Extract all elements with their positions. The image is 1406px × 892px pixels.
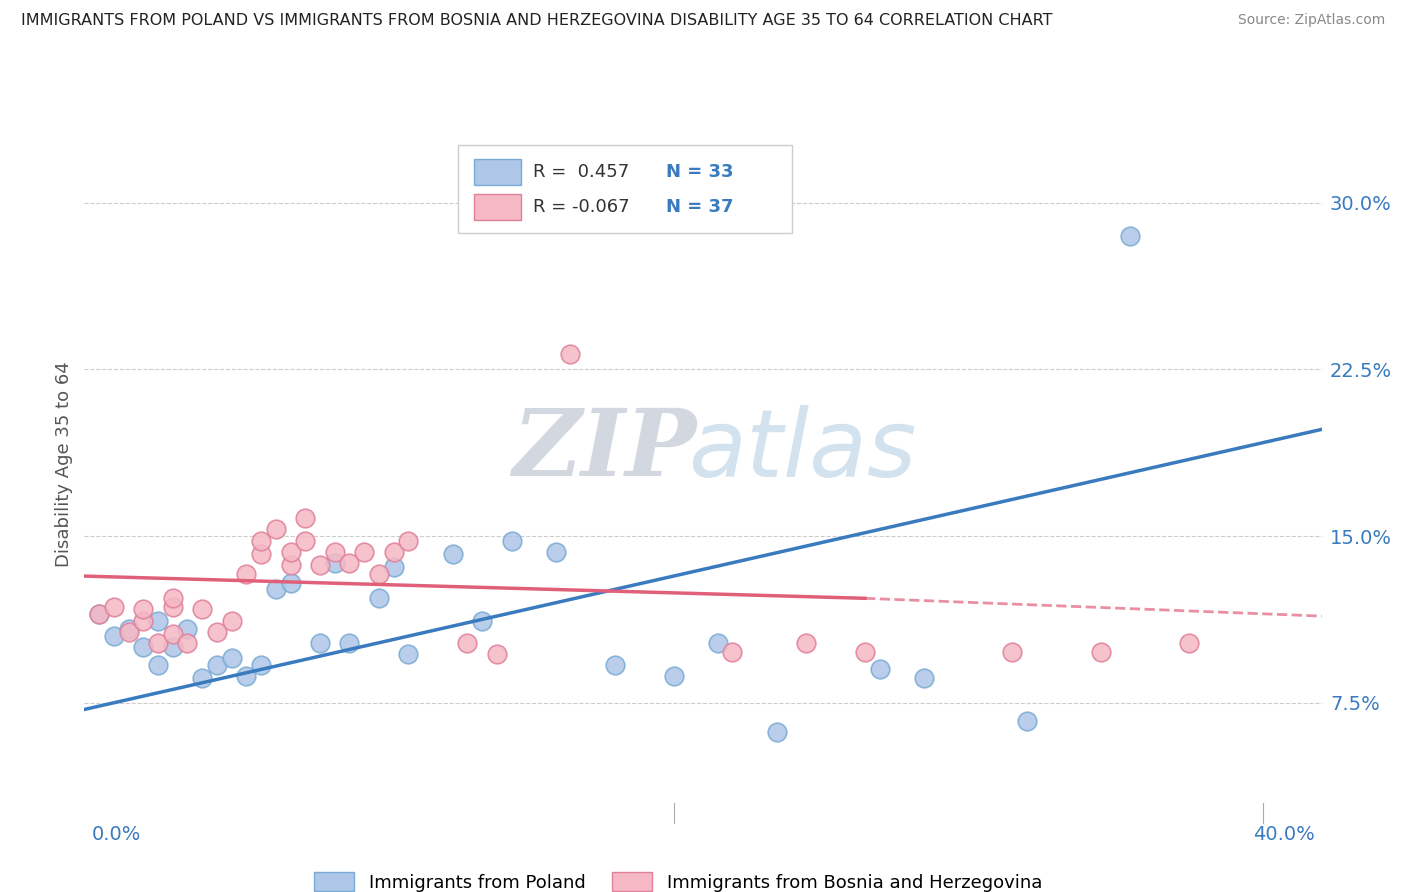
Point: [853, 645, 876, 659]
Point: [339, 556, 361, 570]
Point: [456, 636, 478, 650]
Point: [205, 658, 228, 673]
Point: [117, 624, 139, 639]
Point: [471, 614, 494, 628]
Point: [382, 560, 405, 574]
Point: [294, 533, 316, 548]
Point: [103, 629, 125, 643]
Point: [280, 558, 302, 572]
Point: [368, 591, 391, 606]
Text: N = 33: N = 33: [666, 163, 734, 181]
Point: [765, 724, 787, 739]
Point: [309, 636, 332, 650]
Point: [264, 582, 287, 597]
Point: [235, 669, 257, 683]
Point: [368, 566, 391, 581]
FancyBboxPatch shape: [458, 145, 792, 234]
Point: [221, 614, 243, 628]
Point: [235, 566, 257, 581]
Text: ZIP: ZIP: [512, 405, 696, 495]
Point: [162, 600, 184, 615]
Point: [250, 658, 273, 673]
Point: [309, 558, 332, 572]
Text: IMMIGRANTS FROM POLAND VS IMMIGRANTS FROM BOSNIA AND HERZEGOVINA DISABILITY AGE : IMMIGRANTS FROM POLAND VS IMMIGRANTS FRO…: [21, 13, 1053, 29]
Point: [162, 640, 184, 655]
Point: [264, 523, 287, 537]
Point: [1119, 229, 1142, 244]
Point: [191, 671, 214, 685]
Point: [544, 544, 567, 558]
Point: [205, 624, 228, 639]
Point: [603, 658, 626, 673]
Point: [191, 602, 214, 616]
Legend: Immigrants from Poland, Immigrants from Bosnia and Herzegovina: Immigrants from Poland, Immigrants from …: [308, 864, 1049, 892]
Text: 40.0%: 40.0%: [1253, 825, 1315, 844]
Point: [162, 627, 184, 641]
Point: [146, 658, 169, 673]
Point: [162, 591, 184, 606]
Point: [721, 645, 744, 659]
Point: [280, 544, 302, 558]
Text: atlas: atlas: [688, 405, 917, 496]
Point: [323, 556, 346, 570]
Point: [441, 547, 464, 561]
Point: [176, 636, 198, 650]
Point: [1178, 636, 1201, 650]
Point: [353, 544, 375, 558]
FancyBboxPatch shape: [474, 194, 522, 219]
Point: [132, 614, 155, 628]
Point: [103, 600, 125, 615]
FancyBboxPatch shape: [474, 160, 522, 186]
Point: [794, 636, 817, 650]
Point: [560, 347, 582, 361]
Point: [706, 636, 728, 650]
Point: [396, 533, 419, 548]
Point: [117, 623, 139, 637]
Text: N = 37: N = 37: [666, 198, 734, 216]
Point: [396, 647, 419, 661]
Point: [132, 602, 155, 616]
Point: [382, 544, 405, 558]
Text: R =  0.457: R = 0.457: [533, 163, 630, 181]
Point: [323, 544, 346, 558]
Point: [662, 669, 685, 683]
Y-axis label: Disability Age 35 to 64: Disability Age 35 to 64: [55, 361, 73, 566]
Point: [146, 636, 169, 650]
Point: [250, 533, 273, 548]
Point: [294, 511, 316, 525]
Point: [1090, 645, 1112, 659]
Point: [87, 607, 110, 621]
Point: [132, 640, 155, 655]
Point: [280, 575, 302, 590]
Point: [250, 547, 273, 561]
Point: [501, 533, 523, 548]
Text: 0.0%: 0.0%: [91, 825, 141, 844]
Point: [1001, 645, 1024, 659]
Point: [221, 651, 243, 665]
Point: [87, 607, 110, 621]
Point: [869, 662, 891, 676]
Point: [912, 671, 935, 685]
Point: [176, 623, 198, 637]
Point: [146, 614, 169, 628]
Point: [1015, 714, 1038, 728]
Point: [485, 647, 508, 661]
Point: [339, 636, 361, 650]
Text: R = -0.067: R = -0.067: [533, 198, 630, 216]
Text: Source: ZipAtlas.com: Source: ZipAtlas.com: [1237, 13, 1385, 28]
